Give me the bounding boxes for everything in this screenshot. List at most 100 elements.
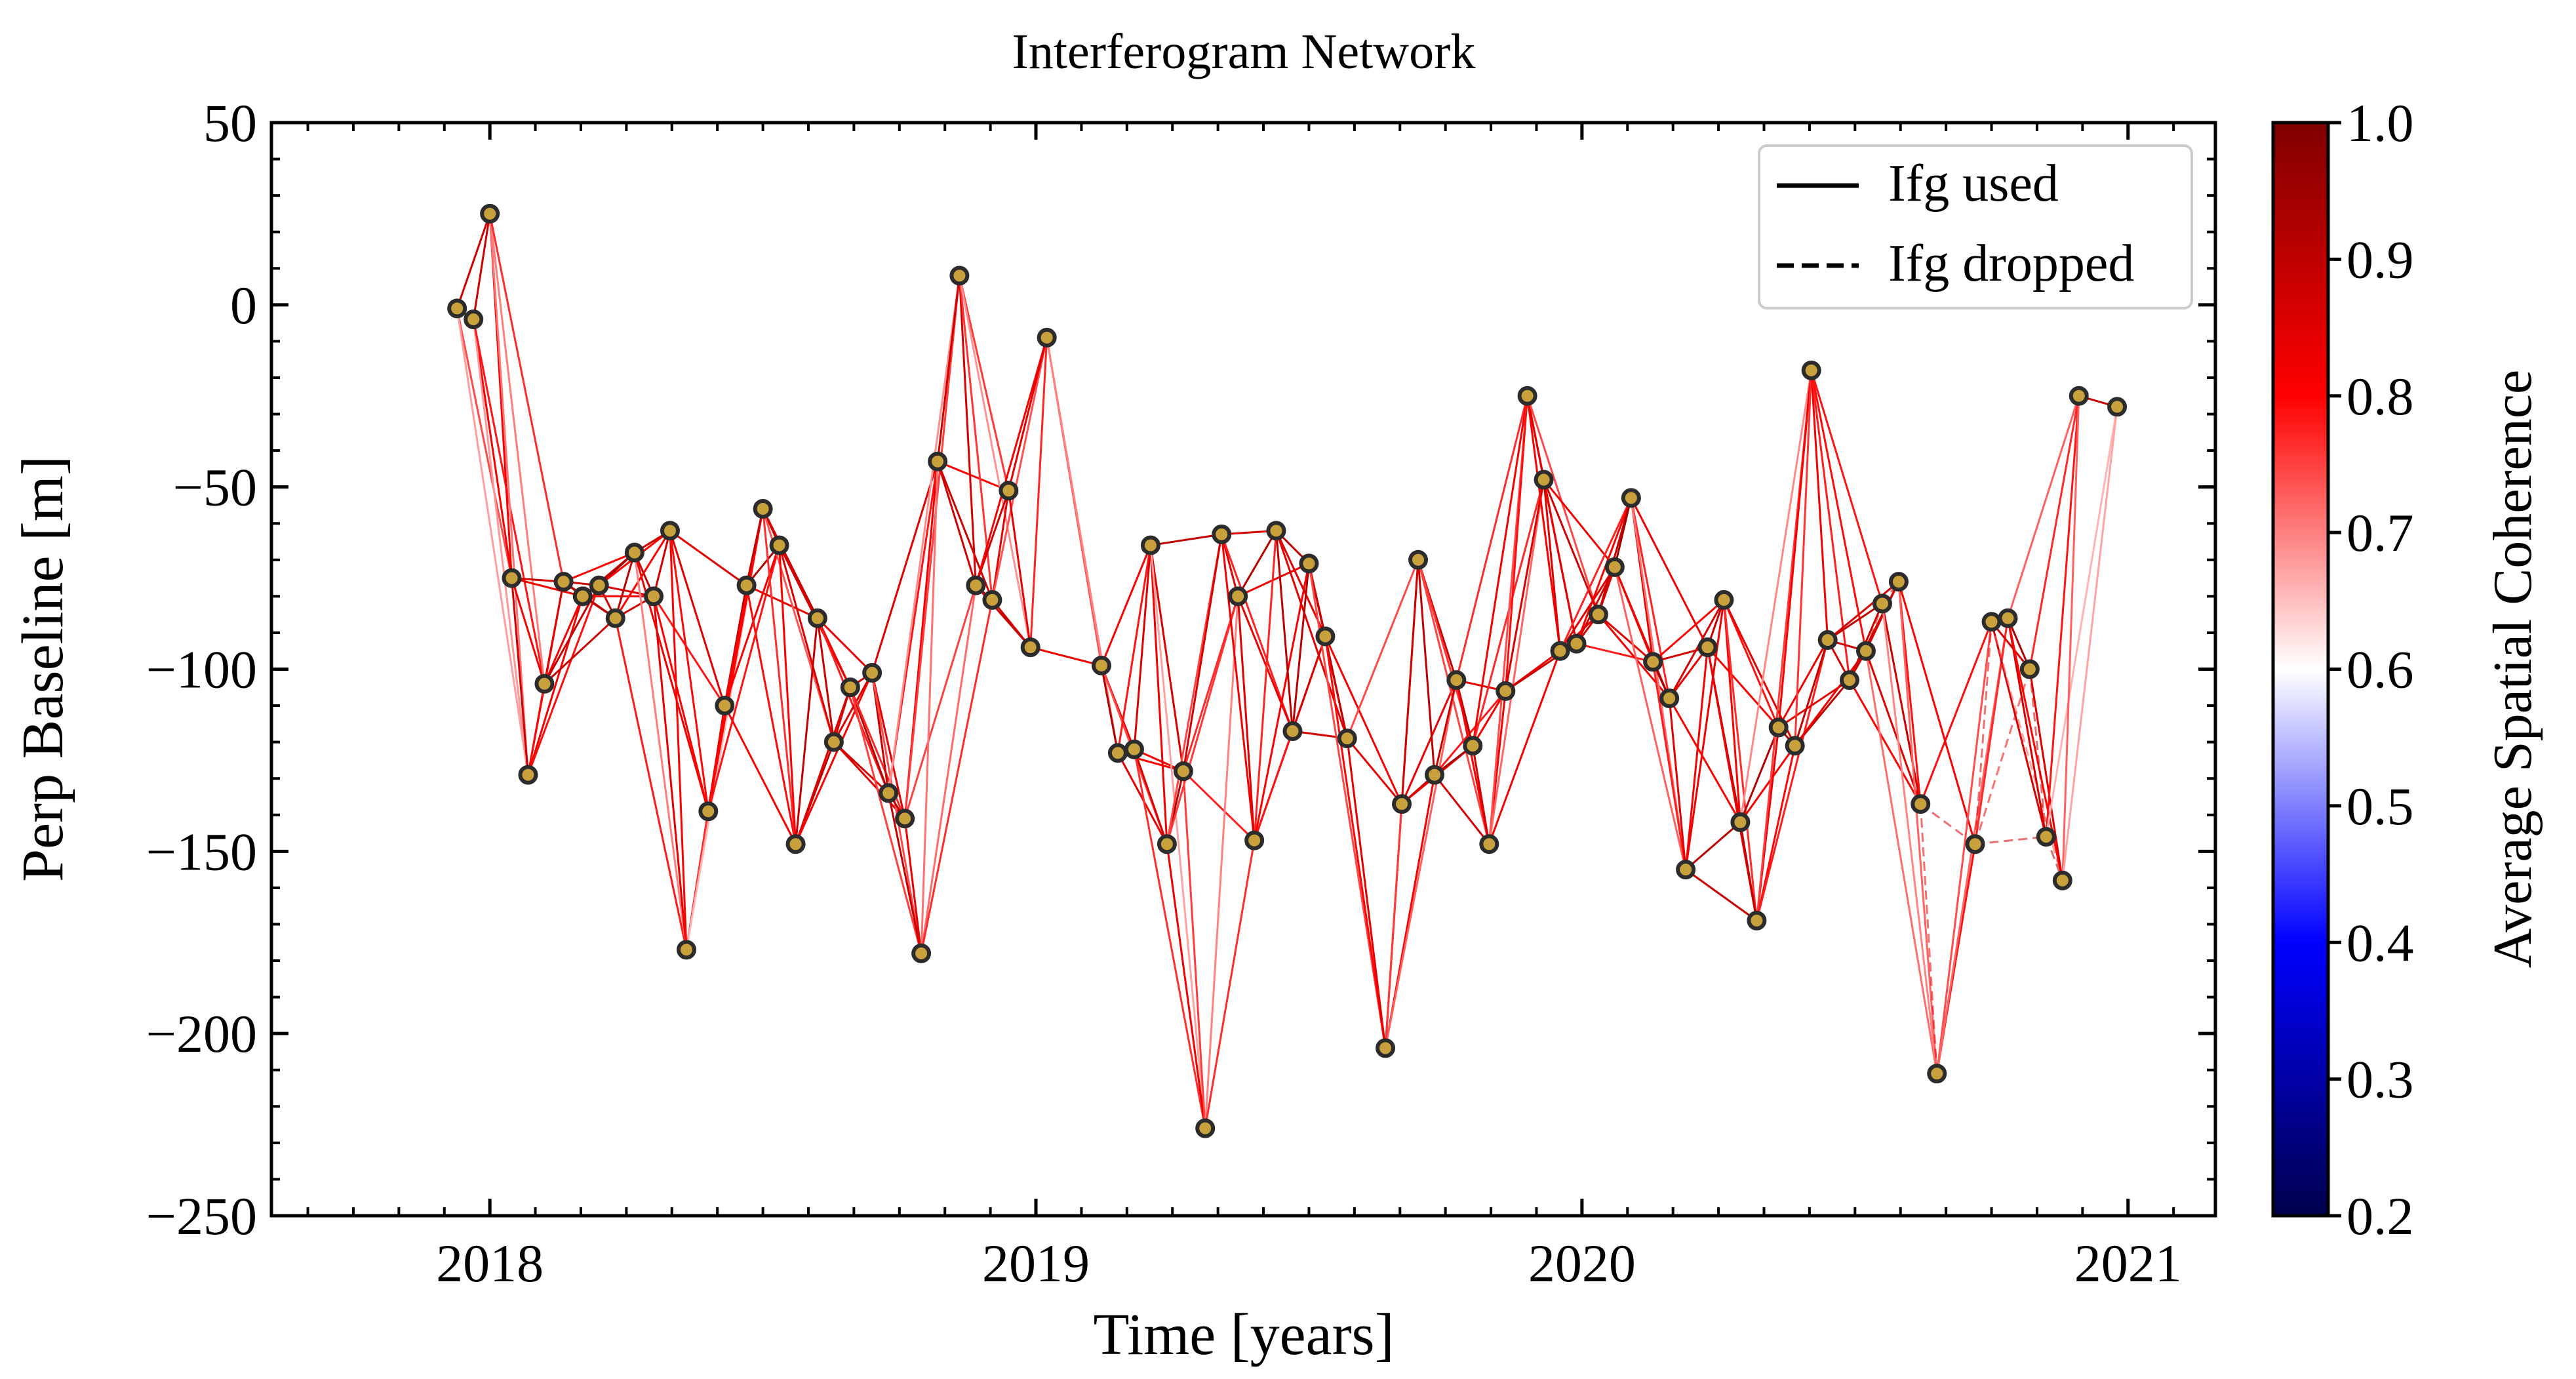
- ifg-used-edge: [991, 337, 1048, 601]
- ifg-used-edge: [1865, 581, 1900, 652]
- ifg-used-edge: [652, 596, 688, 950]
- ifg-used-edge: [887, 275, 961, 793]
- ifg-used-edge: [1030, 646, 1102, 667]
- ifg-used-edge: [510, 578, 529, 775]
- ifg-used-edge: [920, 585, 977, 954]
- acquisition-point: [1888, 572, 1909, 592]
- acquisition-point: [1998, 608, 2018, 628]
- ifg-used-edge: [707, 545, 781, 812]
- acquisition-point: [2052, 870, 2072, 890]
- ifg-used-edge: [778, 545, 797, 845]
- ifg-used-edge: [1324, 635, 1403, 805]
- ifg-used-edge: [1777, 370, 1813, 728]
- ifg-used-edge: [1417, 559, 1490, 845]
- ifg-used-edge: [1684, 647, 1709, 870]
- ifg-used-edge: [1543, 479, 1562, 651]
- acquisition-point: [1676, 860, 1696, 880]
- acquisition-point: [1768, 717, 1789, 738]
- ifg-used-edge: [456, 308, 529, 775]
- legend-label-used: Ifg used: [1888, 155, 2059, 212]
- acquisition-point: [966, 575, 986, 595]
- acquisition-point: [1140, 535, 1160, 555]
- acquisition-point: [1730, 812, 1751, 832]
- ifg-used-edge: [2007, 618, 2048, 837]
- acquisition-points: [447, 203, 2128, 1138]
- acquisition-point: [624, 542, 644, 563]
- ifg-dropped-edge: [1974, 622, 1993, 845]
- chart-title: Interferogram Network: [1012, 24, 1476, 79]
- y-tick-label: −200: [146, 1004, 257, 1064]
- acquisition-point: [1927, 1064, 1947, 1084]
- ifg-used-edge: [1166, 844, 1206, 1129]
- ifg-used-edge: [1794, 370, 1813, 746]
- interferogram-edges: [456, 213, 2118, 1129]
- acquisition-point: [589, 575, 609, 595]
- ifg-used-edge: [614, 552, 636, 619]
- ifg-used-edge: [511, 577, 584, 597]
- ifg-used-edge: [472, 319, 513, 578]
- ifg-used-edge: [1100, 665, 1119, 753]
- ifg-used-edge: [2007, 395, 2080, 619]
- ifg-used-edge: [762, 508, 797, 845]
- ifg-used-edge: [2029, 669, 2064, 881]
- ifg-used-edge: [1559, 567, 1616, 652]
- ifg-used-edge: [1007, 490, 1032, 648]
- acquisition-point: [1566, 633, 1587, 654]
- ifg-used-edge: [1739, 745, 1796, 823]
- ifg-used-edge: [833, 741, 906, 820]
- acquisition-point: [715, 696, 735, 716]
- ifg-used-edge: [1346, 559, 1419, 739]
- ifg-used-edge: [1919, 621, 1992, 805]
- acquisition-point: [553, 572, 574, 592]
- ifg-used-edge: [1275, 530, 1294, 732]
- acquisition-point: [698, 801, 719, 822]
- ifg-used-edge: [527, 595, 584, 776]
- ifg-used-edge: [1237, 595, 1294, 732]
- ifg-used-edge: [456, 308, 513, 578]
- ifg-used-edge: [1739, 370, 1813, 823]
- ifg-used-edge: [1417, 559, 1436, 775]
- acquisition-point: [1091, 655, 1111, 675]
- acquisition-point: [1839, 670, 1859, 690]
- ifg-used-edge: [1722, 599, 1741, 822]
- ifg-used-edge: [1488, 650, 1561, 845]
- acquisition-point: [1714, 590, 1734, 610]
- ifg-used-edge: [1526, 395, 1562, 651]
- ifg-dropped-edge: [1920, 803, 1976, 845]
- ifg-used-edge: [1848, 679, 1922, 805]
- y-tick-label: −50: [173, 458, 257, 517]
- ifg-used-edge: [1827, 580, 1899, 641]
- ifg-used-edge: [1881, 603, 1938, 1074]
- ifg-used-edge: [2061, 395, 2080, 881]
- ifg-used-edge: [1253, 530, 1277, 841]
- acquisition-point: [1266, 521, 1286, 541]
- ifg-used-edge: [958, 275, 1010, 491]
- ifg-used-edge: [903, 585, 977, 819]
- y-axis-label: Perp Baseline [m]: [10, 456, 75, 882]
- ifg-used-edge: [1433, 774, 1490, 845]
- colorbar-tick-label: 1.0: [2347, 93, 2414, 153]
- ifg-used-edge: [1324, 636, 1349, 739]
- ifg-used-edge: [652, 530, 671, 597]
- ifg-used-edge: [1007, 337, 1048, 491]
- ifg-used-edge: [1346, 738, 1387, 1049]
- ifg-used-edge: [795, 618, 819, 845]
- ifg-used-edge: [871, 461, 939, 673]
- ifg-used-edge: [544, 617, 616, 685]
- x-axis-ticks: 2018 2019 2020 2021: [306, 123, 2182, 1293]
- x-axis-label: Time [years]: [1093, 1302, 1394, 1367]
- ifg-used-edge: [1668, 698, 1687, 870]
- ifg-used-edge: [1630, 497, 1709, 648]
- acquisition-point: [1981, 612, 2002, 632]
- ifg-dropped-edge: [1975, 835, 2046, 845]
- ifg-used-edge: [1237, 530, 1277, 597]
- acquisition-point: [480, 203, 500, 224]
- colorbar-tick-label: 0.6: [2347, 640, 2414, 700]
- ifg-used-edge: [1614, 497, 1633, 568]
- x-tick-label: 2020: [1528, 1233, 1636, 1293]
- ifg-used-edge: [633, 552, 688, 950]
- ifg-dropped-edge: [1974, 669, 2031, 845]
- acquisition-point: [534, 673, 555, 694]
- y-tick-label: −100: [146, 640, 257, 700]
